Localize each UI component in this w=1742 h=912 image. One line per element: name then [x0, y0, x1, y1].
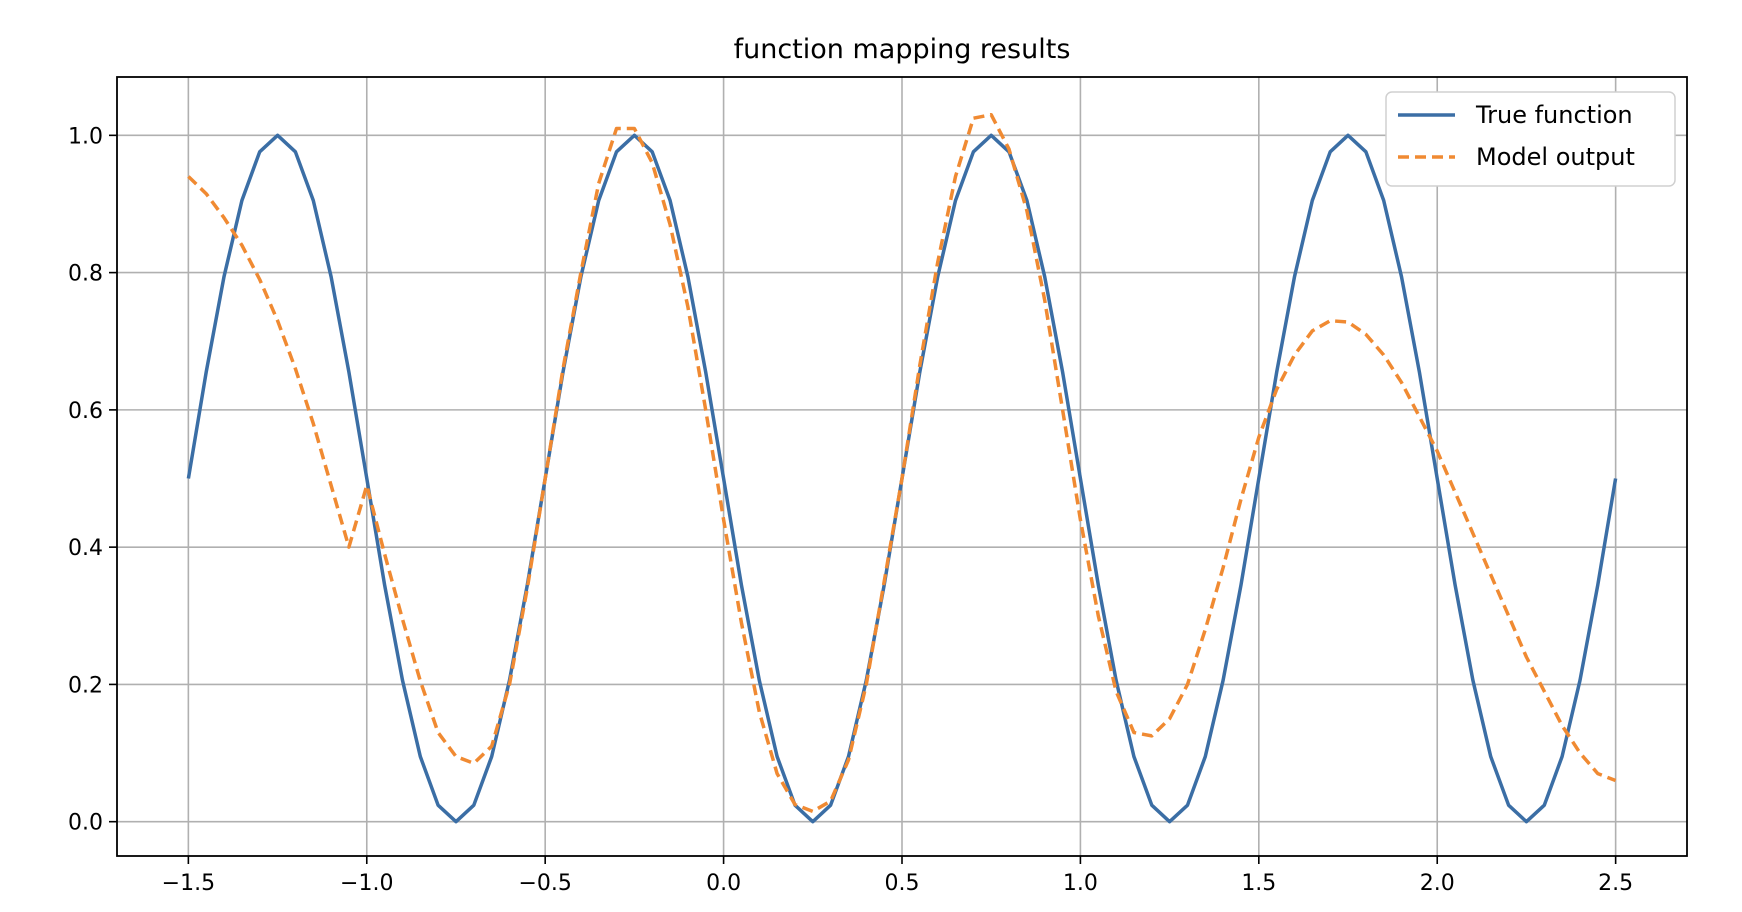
y-tick-label: 1.0	[68, 124, 103, 149]
legend-label-model-output: Model output	[1476, 143, 1635, 171]
y-tick-label: 0.6	[68, 399, 103, 424]
legend-label-true-function: True function	[1475, 101, 1633, 129]
x-tick-label: 0.5	[885, 871, 920, 896]
chart-title: function mapping results	[734, 34, 1071, 65]
x-tick-label: −1.0	[340, 871, 393, 896]
x-tick-label: −1.5	[162, 871, 215, 896]
x-tick-label: 1.5	[1241, 871, 1276, 896]
y-tick-label: 0.2	[68, 673, 103, 698]
y-tick-label: 0.0	[68, 811, 103, 836]
x-tick-label: 0.0	[706, 871, 741, 896]
x-tick-label: 2.5	[1598, 871, 1633, 896]
series-layer	[186, 112, 1618, 824]
series-line-model-output	[187, 112, 1617, 814]
x-tick-label: −0.5	[518, 871, 571, 896]
y-tick-label: 0.8	[68, 262, 103, 287]
x-tick-label: 2.0	[1420, 871, 1455, 896]
axis-ticks: −1.5 −1.0 −0.5 0.0 0.5 1.0 1.5 2.0 2.5 0.0 0.2 0.4 0…	[68, 124, 1633, 896]
legend: True function Model output	[1385, 91, 1676, 187]
legend-box	[1385, 91, 1676, 187]
grid	[117, 77, 1687, 856]
x-tick-label: 1.0	[1063, 871, 1098, 896]
y-tick-label: 0.4	[68, 536, 103, 561]
